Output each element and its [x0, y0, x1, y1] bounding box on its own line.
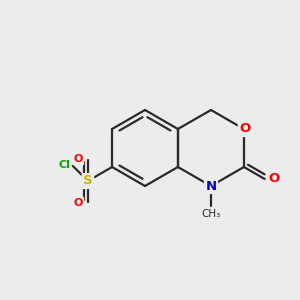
Text: Cl: Cl — [58, 160, 70, 170]
Text: O: O — [74, 154, 83, 164]
Text: O: O — [239, 122, 250, 136]
Text: O: O — [269, 172, 280, 185]
Text: O: O — [74, 198, 83, 208]
Text: CH₃: CH₃ — [201, 209, 220, 219]
Text: N: N — [206, 179, 217, 193]
Text: S: S — [83, 175, 93, 188]
